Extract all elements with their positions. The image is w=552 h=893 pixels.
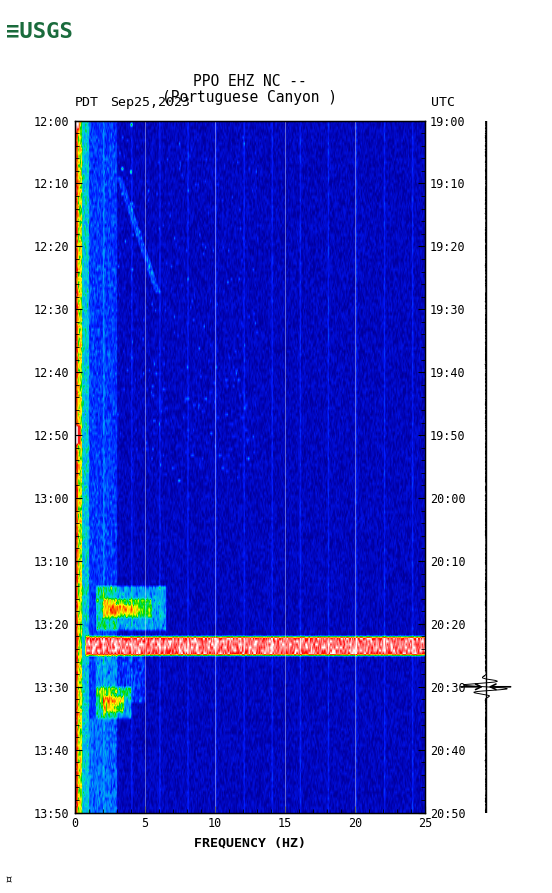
Text: PDT: PDT (75, 96, 98, 109)
Text: ¤: ¤ (6, 876, 12, 886)
X-axis label: FREQUENCY (HZ): FREQUENCY (HZ) (194, 836, 306, 849)
Text: PPO EHZ NC --: PPO EHZ NC -- (193, 74, 307, 89)
Text: UTC: UTC (431, 96, 454, 109)
Text: Sep25,2023: Sep25,2023 (110, 96, 190, 109)
Text: ≡USGS: ≡USGS (6, 22, 72, 42)
Text: (Portuguese Canyon ): (Portuguese Canyon ) (162, 90, 337, 105)
